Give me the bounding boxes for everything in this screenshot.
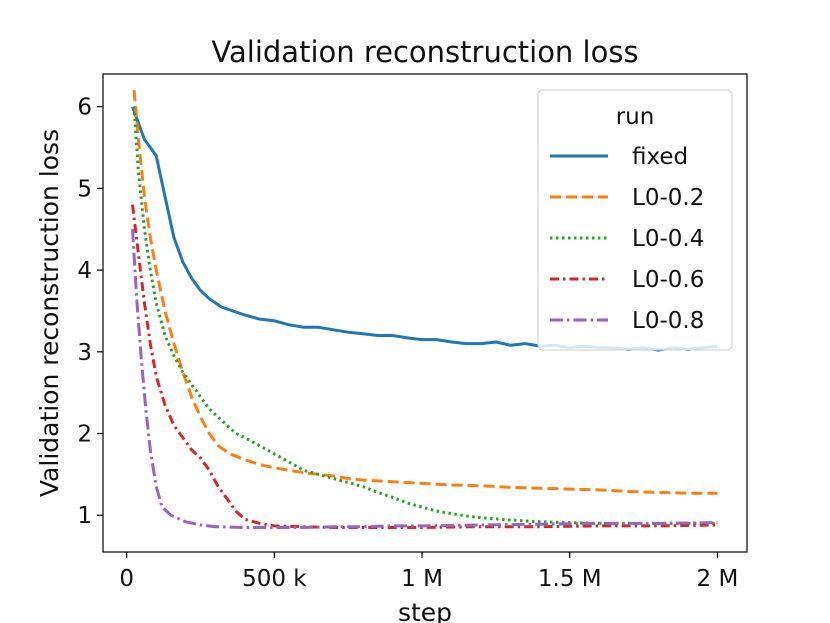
series-line-l0-0-4 (132, 106, 718, 525)
chart-title: Validation reconstruction loss (211, 35, 638, 69)
legend-entries: fixed L0-0.2 L0-0.4 L0-0.6 L0-0.8 (550, 144, 704, 334)
x-tick-label-1: 500 k (242, 566, 307, 592)
series-line-l0-0-8 (131, 229, 718, 529)
series-line-l0-0-2 (132, 90, 718, 495)
plot-frame (102, 73, 748, 553)
legend-label-0: fixed (632, 144, 688, 170)
legend-label-1: L0-0.2 (632, 185, 704, 211)
legend-label-2: L0-0.4 (632, 226, 704, 252)
legend: run fixed L0-0.2 L0-0.4 L0-0.6 L0-0.8 (537, 89, 733, 351)
y-tick-label-4: 5 (77, 176, 92, 202)
y-tick-label-2: 3 (77, 340, 92, 366)
legend-label-3: L0-0.6 (632, 267, 704, 293)
y-axis-label: Validation reconstruction loss (35, 129, 64, 497)
y-tick-label-1: 2 (77, 422, 92, 448)
legend-title: run (616, 104, 655, 130)
y-axis: 1 2 3 4 5 6 (77, 95, 103, 529)
x-tick-label-2: 1 M (401, 566, 443, 592)
series-line-l0-0-6 (131, 204, 718, 529)
x-tick-label-0: 0 (119, 566, 134, 592)
x-tick-label-4: 2 M (697, 566, 739, 592)
legend-label-4: L0-0.8 (632, 308, 704, 334)
y-tick-label-3: 4 (77, 258, 92, 284)
x-axis-label: step (398, 598, 452, 623)
y-tick-label-0: 1 (77, 503, 92, 529)
y-tick-label-5: 6 (77, 95, 92, 121)
x-tick-label-3: 1.5 M (538, 566, 602, 592)
x-axis: 0 500 k 1 M 1.5 M 2 M (119, 552, 738, 592)
